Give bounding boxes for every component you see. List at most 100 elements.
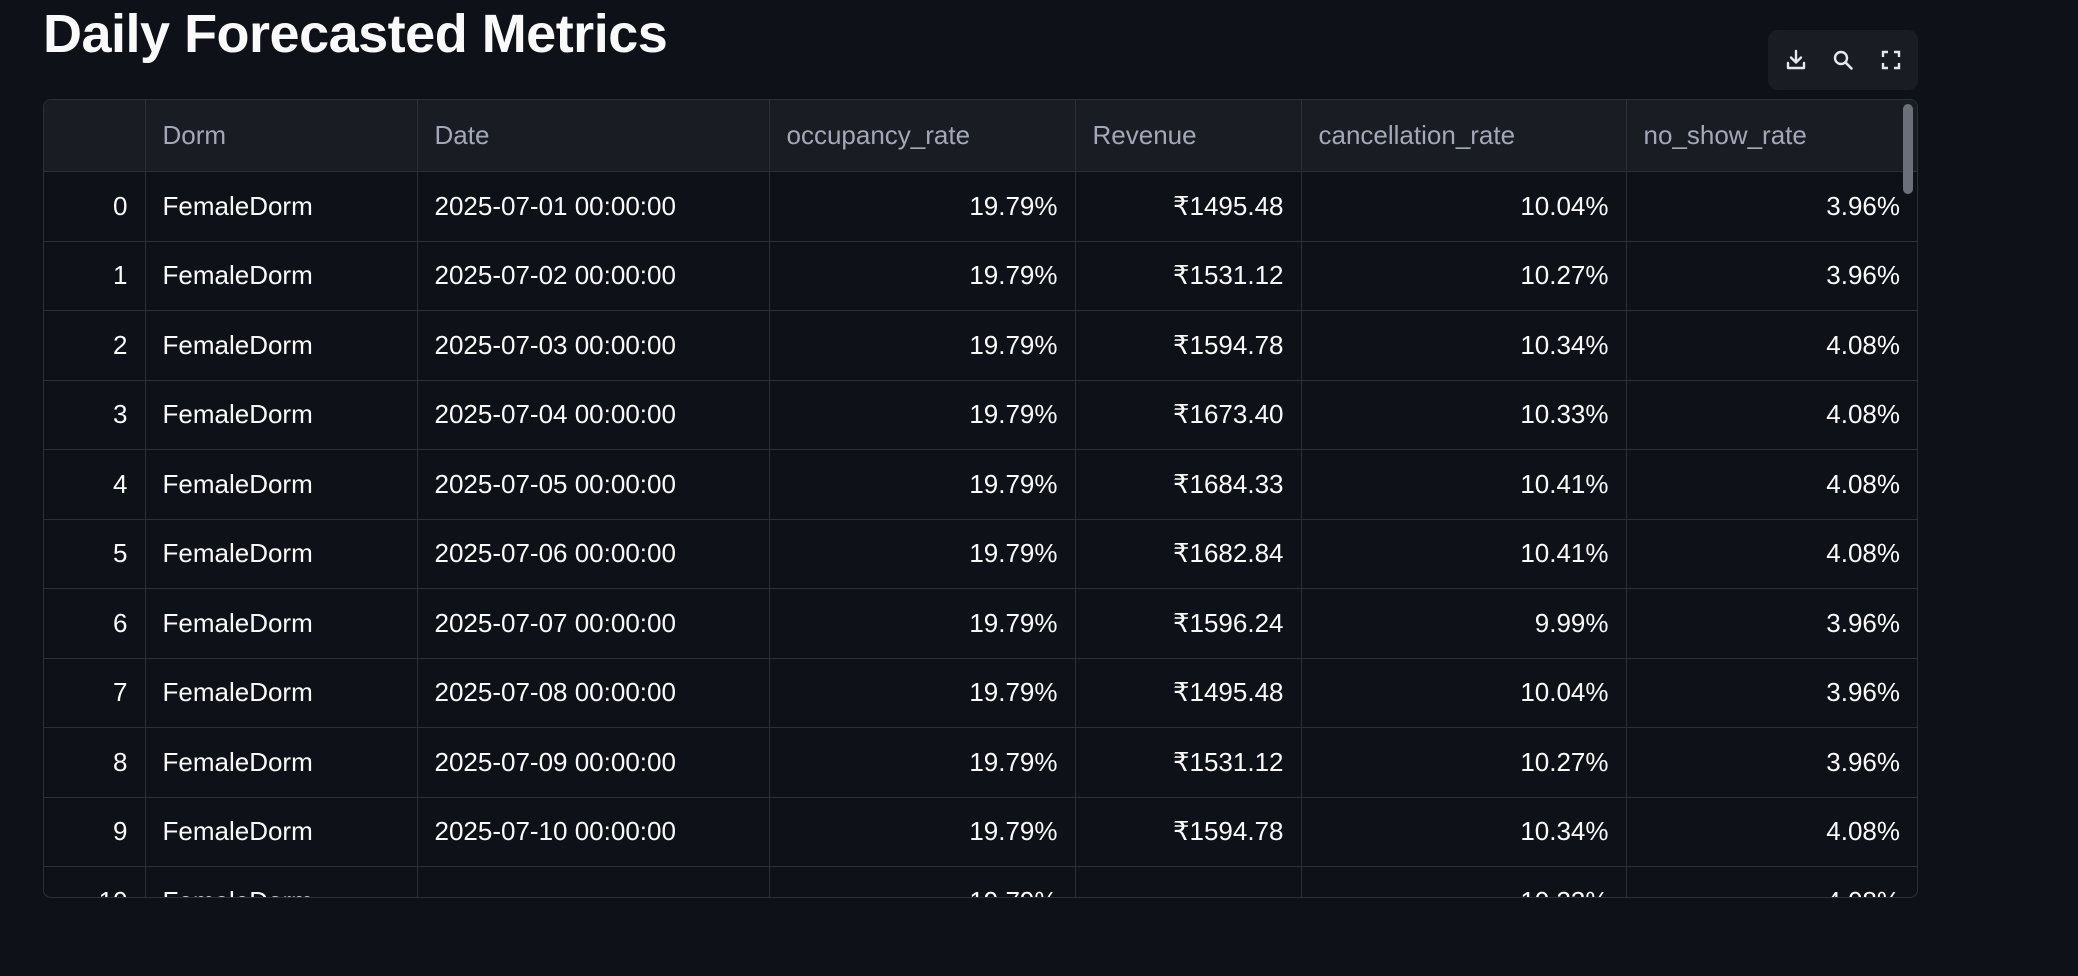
dorm-cell[interactable]: FemaleDorm xyxy=(145,171,418,242)
no-show-rate-cell[interactable]: 3.96% xyxy=(1626,727,1917,798)
no-show-rate-cell[interactable]: 4.08% xyxy=(1626,380,1917,450)
revenue-cell[interactable]: ₹1594.78 xyxy=(1075,797,1302,867)
revenue-cell[interactable] xyxy=(1075,866,1302,897)
cancellation-rate-cell[interactable]: 9.99% xyxy=(1301,588,1627,659)
revenue-cell[interactable]: ₹1673.40 xyxy=(1075,380,1302,450)
dataframe-grid[interactable]: Dorm Date occupancy_rate Revenue cancell… xyxy=(43,99,1918,898)
row-index[interactable]: 6 xyxy=(44,588,146,659)
column-header-no-show-rate[interactable]: no_show_rate xyxy=(1626,100,1917,172)
column-header-cancellation-rate[interactable]: cancellation_rate xyxy=(1301,100,1627,172)
row-index[interactable]: 4 xyxy=(44,449,146,520)
table-row[interactable]: 9 FemaleDorm 2025-07-10 00:00:00 19.79% ₹159… xyxy=(44,797,1917,867)
table-row[interactable]: 8 FemaleDorm 2025-07-09 00:00:00 19.79% ₹153… xyxy=(44,727,1917,798)
row-index[interactable]: 8 xyxy=(44,727,146,798)
dorm-cell[interactable]: FemaleDorm xyxy=(145,449,418,520)
cancellation-rate-cell[interactable]: 10.34% xyxy=(1301,310,1627,381)
cancellation-rate-cell[interactable]: 10.33% xyxy=(1301,380,1627,450)
occupancy-rate-cell[interactable]: 19.79% xyxy=(769,241,1076,311)
date-cell[interactable]: 2025-07-06 00:00:00 xyxy=(417,519,770,589)
revenue-cell[interactable]: ₹1684.33 xyxy=(1075,449,1302,520)
no-show-rate-cell[interactable]: 3.96% xyxy=(1626,241,1917,311)
date-cell[interactable]: 2025-07-07 00:00:00 xyxy=(417,588,770,659)
date-cell[interactable]: 2025-07-02 00:00:00 xyxy=(417,241,770,311)
no-show-rate-cell[interactable]: 4.08% xyxy=(1626,449,1917,520)
cancellation-rate-cell[interactable]: 10.27% xyxy=(1301,727,1627,798)
table-row[interactable]: 6 FemaleDorm 2025-07-07 00:00:00 19.79% ₹159… xyxy=(44,588,1917,659)
column-header-index[interactable] xyxy=(44,100,146,172)
no-show-rate-cell[interactable]: 3.96% xyxy=(1626,658,1917,728)
row-index[interactable]: 10 xyxy=(44,866,146,897)
row-index[interactable]: 9 xyxy=(44,797,146,867)
occupancy-rate-cell[interactable]: 19.79% xyxy=(769,588,1076,659)
row-index[interactable]: 7 xyxy=(44,658,146,728)
fullscreen-button[interactable] xyxy=(1871,40,1911,80)
dorm-cell[interactable]: FemaleDorm xyxy=(145,727,418,798)
row-index[interactable]: 2 xyxy=(44,310,146,381)
no-show-rate-cell[interactable]: 4.08% xyxy=(1626,310,1917,381)
occupancy-rate-cell[interactable]: 19.79% xyxy=(769,797,1076,867)
no-show-rate-cell[interactable]: 3.96% xyxy=(1626,171,1917,242)
occupancy-rate-cell[interactable]: 19.79% xyxy=(769,449,1076,520)
cancellation-rate-cell[interactable]: 10.41% xyxy=(1301,449,1627,520)
revenue-cell[interactable]: ₹1531.12 xyxy=(1075,241,1302,311)
search-button[interactable] xyxy=(1823,40,1863,80)
date-cell[interactable]: 2025-07-01 00:00:00 xyxy=(417,171,770,242)
table-row[interactable]: 3 FemaleDorm 2025-07-04 00:00:00 19.79% ₹167… xyxy=(44,380,1917,450)
dorm-cell[interactable]: FemaleDorm xyxy=(145,797,418,867)
table-row[interactable]: 7 FemaleDorm 2025-07-08 00:00:00 19.79% ₹149… xyxy=(44,658,1917,728)
dorm-cell[interactable]: FemaleDorm xyxy=(145,588,418,659)
revenue-cell[interactable]: ₹1594.78 xyxy=(1075,310,1302,381)
revenue-cell[interactable]: ₹1495.48 xyxy=(1075,171,1302,242)
row-index[interactable]: 0 xyxy=(44,171,146,242)
table-row[interactable]: 10FemaleDorm 19.79% 10.33%4.08% xyxy=(44,866,1917,897)
occupancy-rate-cell[interactable]: 19.79% xyxy=(769,310,1076,381)
cancellation-rate-cell[interactable]: 10.33% xyxy=(1301,866,1627,897)
date-cell[interactable]: 2025-07-03 00:00:00 xyxy=(417,310,770,381)
revenue-cell[interactable]: ₹1531.12 xyxy=(1075,727,1302,798)
date-cell[interactable]: 2025-07-10 00:00:00 xyxy=(417,797,770,867)
table-row[interactable]: 1 FemaleDorm 2025-07-02 00:00:00 19.79% ₹153… xyxy=(44,241,1917,311)
occupancy-rate-cell[interactable]: 19.79% xyxy=(769,866,1076,897)
cancellation-rate-cell[interactable]: 10.04% xyxy=(1301,171,1627,242)
no-show-rate-cell[interactable]: 4.08% xyxy=(1626,797,1917,867)
cancellation-rate-cell[interactable]: 10.34% xyxy=(1301,797,1627,867)
occupancy-rate-cell[interactable]: 19.79% xyxy=(769,519,1076,589)
occupancy-rate-cell[interactable]: 19.79% xyxy=(769,380,1076,450)
revenue-cell[interactable]: ₹1596.24 xyxy=(1075,588,1302,659)
dorm-cell[interactable]: FemaleDorm xyxy=(145,658,418,728)
cancellation-rate-cell[interactable]: 10.27% xyxy=(1301,241,1627,311)
revenue-cell[interactable]: ₹1495.48 xyxy=(1075,658,1302,728)
table-row[interactable]: 2 FemaleDorm 2025-07-03 00:00:00 19.79% ₹159… xyxy=(44,310,1917,381)
revenue-cell[interactable]: ₹1682.84 xyxy=(1075,519,1302,589)
table-row[interactable]: 4 FemaleDorm 2025-07-05 00:00:00 19.79% ₹168… xyxy=(44,449,1917,520)
cancellation-rate-cell[interactable]: 10.04% xyxy=(1301,658,1627,728)
no-show-rate-cell[interactable]: 4.08% xyxy=(1626,519,1917,589)
column-header-dorm[interactable]: Dorm xyxy=(145,100,418,172)
row-index[interactable]: 3 xyxy=(44,380,146,450)
dorm-cell[interactable]: FemaleDorm xyxy=(145,519,418,589)
table-row[interactable]: 0 FemaleDorm 2025-07-01 00:00:00 19.79% ₹149… xyxy=(44,171,1917,242)
dorm-cell[interactable]: FemaleDorm xyxy=(145,866,418,897)
occupancy-rate-cell[interactable]: 19.79% xyxy=(769,171,1076,242)
vertical-scrollbar[interactable] xyxy=(1899,100,1917,897)
column-header-revenue[interactable]: Revenue xyxy=(1075,100,1302,172)
dorm-cell[interactable]: FemaleDorm xyxy=(145,241,418,311)
occupancy-rate-cell[interactable]: 19.79% xyxy=(769,658,1076,728)
row-index[interactable]: 1 xyxy=(44,241,146,311)
date-cell[interactable]: 2025-07-05 00:00:00 xyxy=(417,449,770,520)
date-cell[interactable] xyxy=(417,866,770,897)
dorm-cell[interactable]: FemaleDorm xyxy=(145,310,418,381)
date-cell[interactable]: 2025-07-09 00:00:00 xyxy=(417,727,770,798)
occupancy-rate-cell[interactable]: 19.79% xyxy=(769,727,1076,798)
no-show-rate-cell[interactable]: 4.08% xyxy=(1626,866,1917,897)
column-header-occupancy-rate[interactable]: occupancy_rate xyxy=(769,100,1076,172)
date-cell[interactable]: 2025-07-08 00:00:00 xyxy=(417,658,770,728)
table-row[interactable]: 5 FemaleDorm 2025-07-06 00:00:00 19.79% ₹168… xyxy=(44,519,1917,589)
cancellation-rate-cell[interactable]: 10.41% xyxy=(1301,519,1627,589)
scrollbar-thumb[interactable] xyxy=(1903,104,1913,194)
row-index[interactable]: 5 xyxy=(44,519,146,589)
no-show-rate-cell[interactable]: 3.96% xyxy=(1626,588,1917,659)
date-cell[interactable]: 2025-07-04 00:00:00 xyxy=(417,380,770,450)
column-header-date[interactable]: Date xyxy=(417,100,770,172)
dorm-cell[interactable]: FemaleDorm xyxy=(145,380,418,450)
